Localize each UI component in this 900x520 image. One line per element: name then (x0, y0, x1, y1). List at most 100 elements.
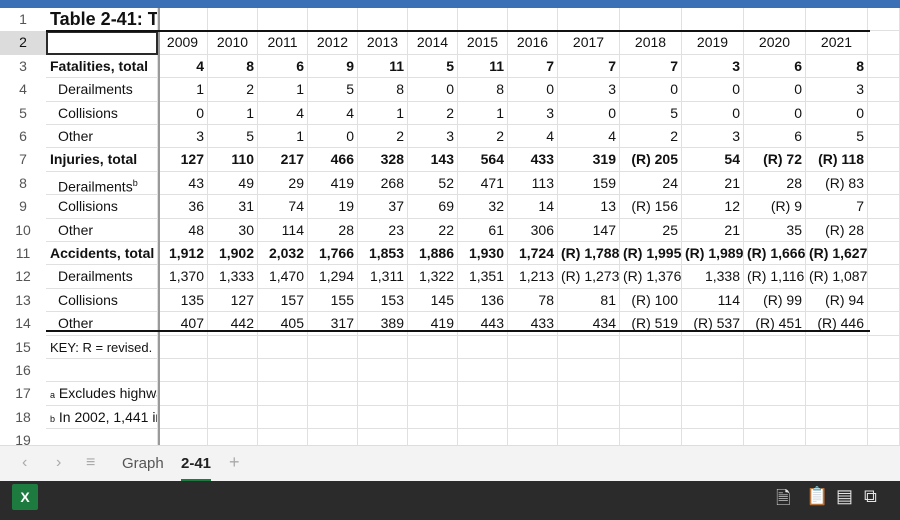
data-cell[interactable] (408, 359, 458, 383)
data-cell[interactable]: (R) 72 (744, 148, 806, 172)
row-number[interactable]: 18 (0, 405, 46, 430)
data-cell[interactable]: 69 (408, 195, 458, 219)
data-cell[interactable] (868, 265, 900, 289)
data-cell[interactable]: 1,311 (358, 265, 408, 289)
data-cell[interactable] (308, 359, 358, 383)
row-number[interactable]: 4 (0, 78, 46, 102)
data-cell[interactable]: 7 (558, 54, 620, 79)
data-cell[interactable]: (R) 9 (744, 195, 806, 219)
data-cell[interactable] (408, 335, 458, 359)
data-cell[interactable] (620, 382, 682, 406)
clipboard-icon[interactable]: 📋 (806, 486, 829, 506)
data-cell[interactable]: 21 (682, 171, 744, 196)
data-cell[interactable]: 28 (308, 218, 358, 242)
data-cell[interactable] (868, 78, 900, 102)
data-cell[interactable]: 35 (744, 218, 806, 242)
data-cell[interactable]: 1,766 (308, 242, 358, 266)
row-label-cell[interactable]: Derailments (46, 78, 158, 102)
data-cell[interactable]: (R) 519 (620, 312, 682, 336)
data-cell[interactable] (358, 8, 408, 32)
row-number[interactable]: 2 (0, 31, 46, 55)
row-number[interactable]: 10 (0, 218, 46, 242)
data-cell[interactable]: 3 (806, 78, 868, 102)
row-label-cell[interactable]: b In 2002, 1,441 inj (46, 405, 158, 430)
data-cell[interactable]: 78 (508, 288, 558, 313)
data-cell[interactable]: 153 (358, 288, 408, 313)
column-header-cell[interactable]: 2015 (458, 31, 508, 55)
data-cell[interactable]: 23 (358, 218, 408, 242)
row-label-cell[interactable]: Collisions (46, 101, 158, 125)
row-number[interactable]: 16 (0, 359, 46, 383)
data-cell[interactable]: 114 (258, 218, 308, 242)
data-cell[interactable]: 48 (158, 218, 208, 242)
data-cell[interactable]: 5 (408, 54, 458, 79)
row-label-cell[interactable]: Derailmentsb (46, 171, 158, 196)
data-cell[interactable] (868, 382, 900, 406)
data-cell[interactable]: 0 (682, 101, 744, 125)
data-cell[interactable]: 1,853 (358, 242, 408, 266)
data-cell[interactable]: 28 (744, 171, 806, 196)
row-number[interactable]: 15 (0, 335, 46, 359)
data-cell[interactable] (558, 382, 620, 406)
data-cell[interactable]: 4 (158, 54, 208, 79)
data-cell[interactable] (868, 429, 900, 445)
row-number[interactable]: 14 (0, 312, 46, 336)
data-cell[interactable]: 135 (158, 288, 208, 313)
data-cell[interactable]: 36 (158, 195, 208, 219)
data-cell[interactable]: 419 (408, 312, 458, 336)
data-cell[interactable]: 4 (258, 101, 308, 125)
data-cell[interactable] (208, 8, 258, 32)
row-number[interactable]: 3 (0, 54, 46, 79)
row-label-cell[interactable] (46, 359, 158, 383)
add-sheet-button[interactable]: + (229, 452, 240, 472)
column-header-cell[interactable]: 2016 (508, 31, 558, 55)
data-cell[interactable] (558, 359, 620, 383)
data-cell[interactable]: 61 (458, 218, 508, 242)
column-header-cell[interactable]: 2018 (620, 31, 682, 55)
data-cell[interactable]: 31 (208, 195, 258, 219)
data-cell[interactable]: (R) 94 (806, 288, 868, 313)
data-cell[interactable]: 5 (806, 125, 868, 149)
data-cell[interactable] (458, 382, 508, 406)
data-cell[interactable]: 9 (308, 54, 358, 79)
data-cell[interactable]: 14 (508, 195, 558, 219)
data-cell[interactable] (508, 359, 558, 383)
row-label-cell[interactable]: Collisions (46, 288, 158, 313)
data-cell[interactable] (682, 405, 744, 430)
data-cell[interactable]: (R) 1,627 (806, 242, 868, 266)
data-cell[interactable]: 389 (358, 312, 408, 336)
data-cell[interactable]: 52 (408, 171, 458, 196)
data-cell[interactable] (408, 405, 458, 430)
data-cell[interactable] (868, 359, 900, 383)
data-cell[interactable]: 157 (258, 288, 308, 313)
data-cell[interactable] (158, 359, 208, 383)
data-cell[interactable]: 113 (508, 171, 558, 196)
row-number[interactable]: 13 (0, 288, 46, 313)
data-cell[interactable]: (R) 451 (744, 312, 806, 336)
restore-window-icon[interactable]: ⧉ (864, 486, 877, 506)
data-cell[interactable]: (R) 1,273 (558, 265, 620, 289)
row-number[interactable]: 5 (0, 101, 46, 125)
data-cell[interactable]: 147 (558, 218, 620, 242)
data-cell[interactable]: 19 (308, 195, 358, 219)
data-cell[interactable] (158, 382, 208, 406)
data-cell[interactable] (558, 405, 620, 430)
data-cell[interactable] (620, 8, 682, 32)
data-cell[interactable]: 1 (158, 78, 208, 102)
data-cell[interactable]: 217 (258, 148, 308, 172)
data-cell[interactable]: 8 (208, 54, 258, 79)
data-cell[interactable]: (R) 1,087 (806, 265, 868, 289)
data-cell[interactable] (508, 429, 558, 445)
data-cell[interactable] (258, 359, 308, 383)
row-number[interactable]: 9 (0, 195, 46, 219)
data-cell[interactable]: (R) 1,989 (682, 242, 744, 266)
data-cell[interactable] (868, 31, 900, 55)
column-header-cell[interactable]: 2011 (258, 31, 308, 55)
data-cell[interactable] (682, 382, 744, 406)
data-cell[interactable]: 29 (258, 171, 308, 196)
data-cell[interactable]: 1,338 (682, 265, 744, 289)
data-cell[interactable] (158, 405, 208, 430)
data-cell[interactable] (806, 335, 868, 359)
data-cell[interactable] (868, 405, 900, 430)
data-cell[interactable] (620, 359, 682, 383)
